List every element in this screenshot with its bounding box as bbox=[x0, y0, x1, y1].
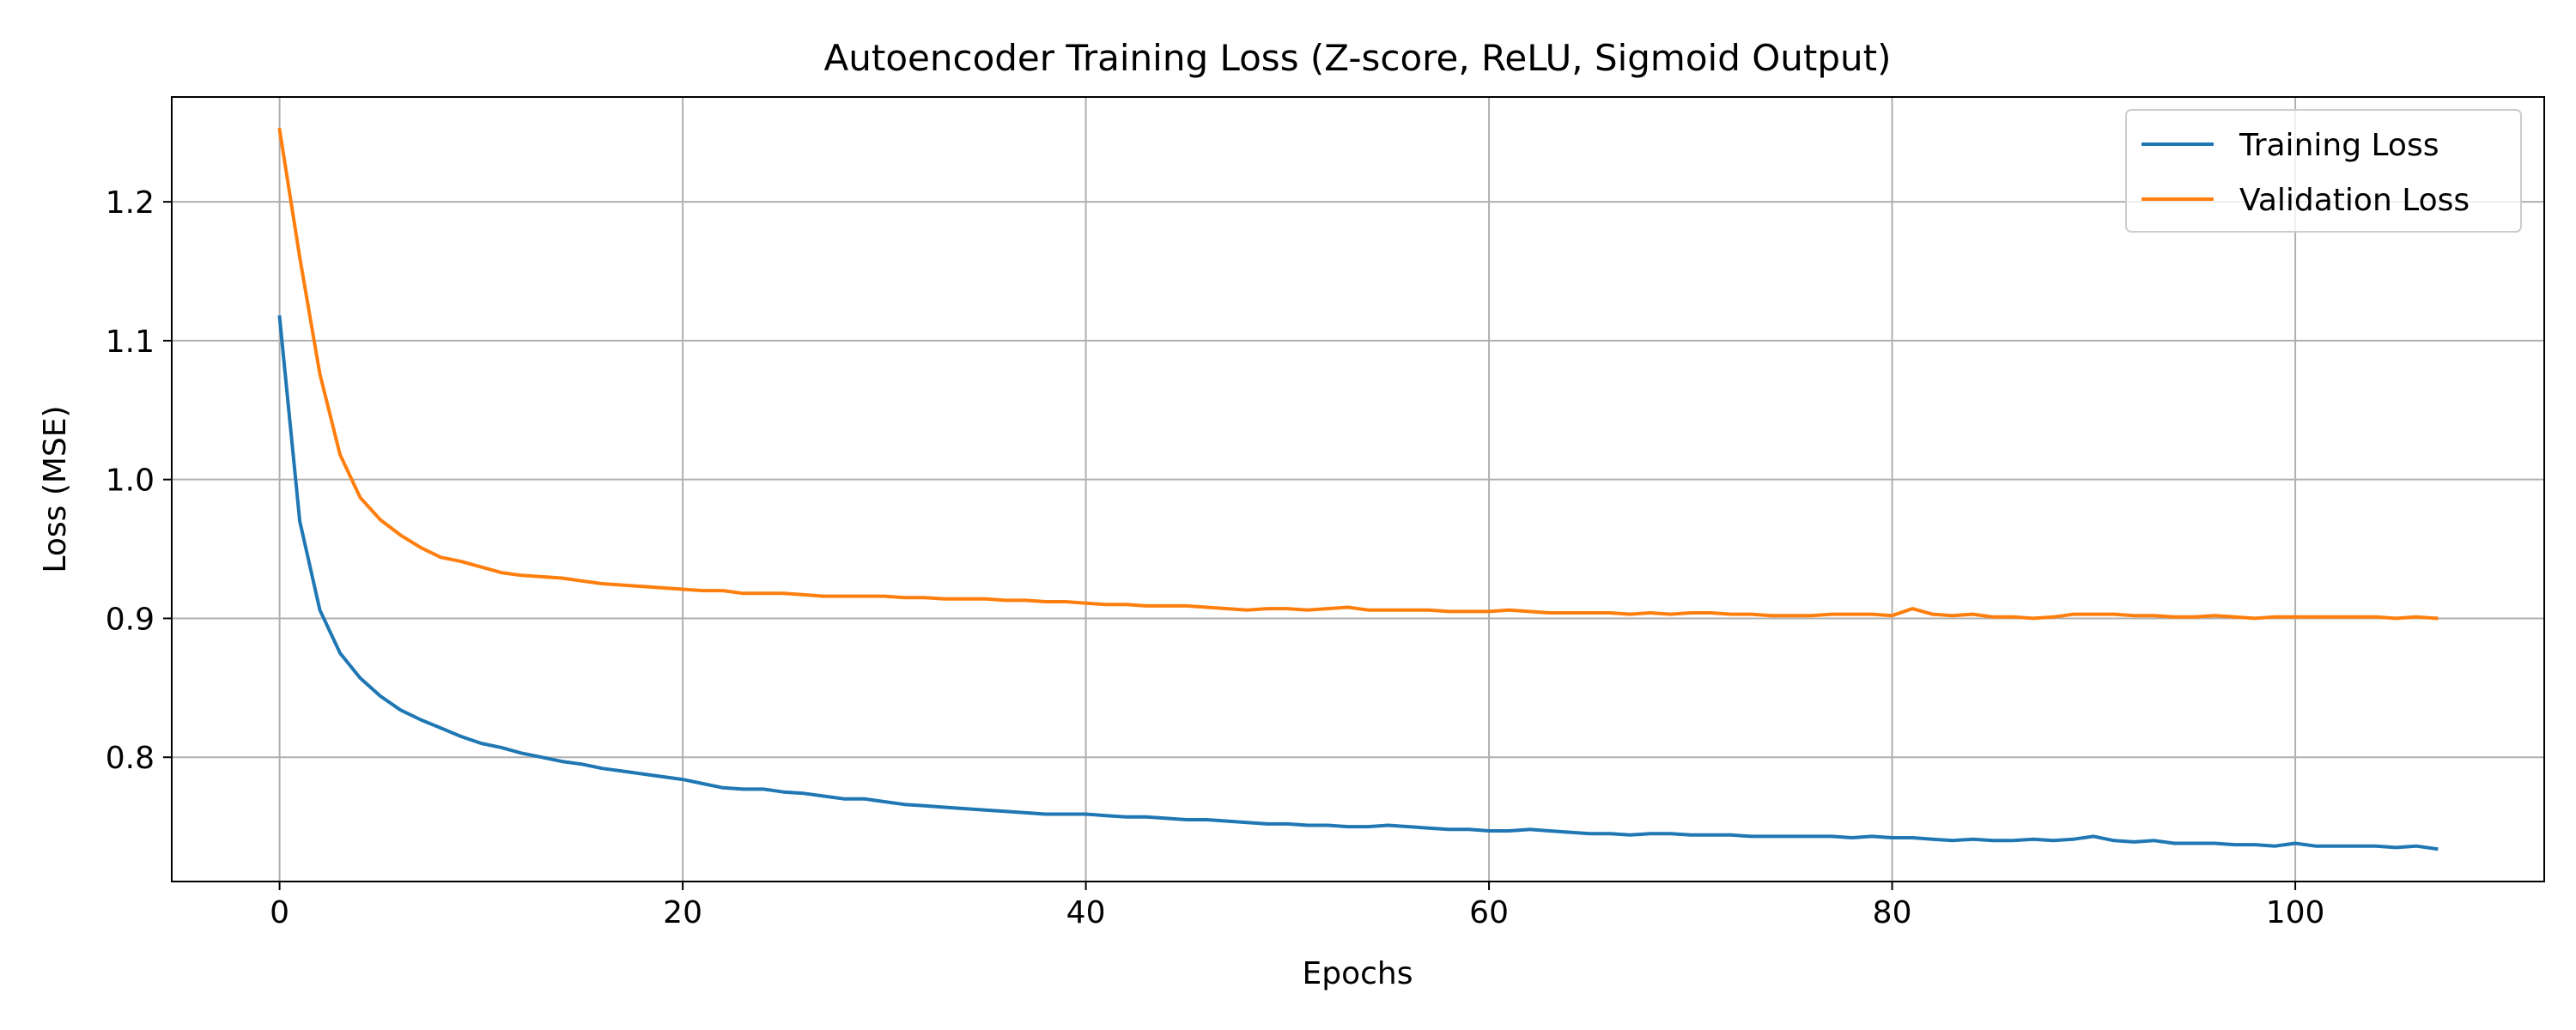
y-tick-label: 0.8 bbox=[106, 741, 155, 776]
x-tick-label: 0 bbox=[270, 895, 289, 930]
legend-box bbox=[2125, 109, 2522, 233]
y-axis-label: Loss (MSE) bbox=[38, 405, 73, 573]
chart-title: Autoencoder Training Loss (Z-score, ReLU… bbox=[824, 37, 1892, 79]
x-tick-label: 60 bbox=[1469, 895, 1509, 930]
series-layer bbox=[277, 127, 2439, 851]
legend: Training Loss Validation Loss bbox=[2125, 109, 2522, 233]
y-tick-label: 0.9 bbox=[106, 602, 155, 637]
legend-label-validation-loss: Validation Loss bbox=[2239, 183, 2470, 218]
plot-frame bbox=[171, 96, 2545, 882]
y-tick-label: 1.0 bbox=[106, 464, 155, 499]
axis-ticks: 0 20 40 60 80 100 0.8 0.9 1.0 1.1 1.2 bbox=[106, 185, 2325, 930]
y-tick-label: 1.1 bbox=[106, 324, 155, 360]
x-tick-label: 100 bbox=[2266, 895, 2325, 930]
y-tick-label: 1.2 bbox=[106, 185, 155, 221]
x-tick-label: 20 bbox=[663, 895, 702, 930]
legend-label-training-loss: Training Loss bbox=[2239, 128, 2439, 163]
series-line-training-loss bbox=[277, 315, 2439, 851]
x-tick-label: 80 bbox=[1873, 895, 1912, 930]
x-tick-label: 40 bbox=[1066, 895, 1106, 930]
series-line-validation-loss bbox=[277, 127, 2439, 621]
x-axis-label: Epochs bbox=[1303, 956, 1413, 991]
